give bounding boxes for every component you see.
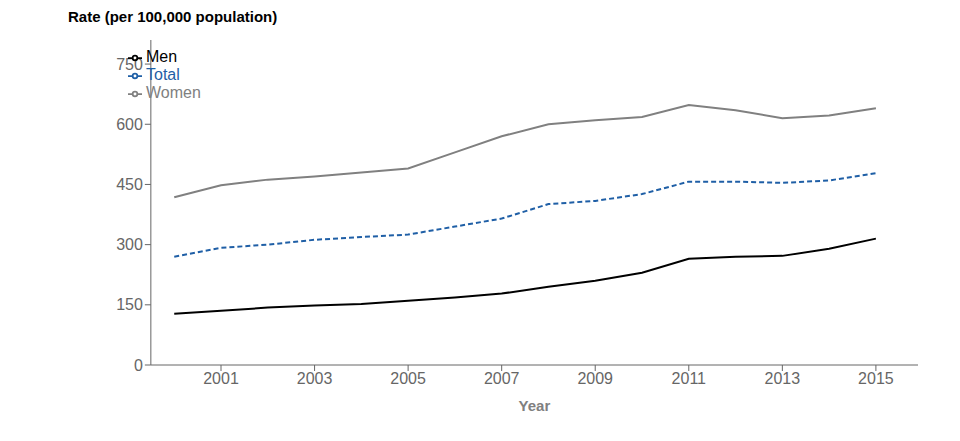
svg-text:2009: 2009 (577, 370, 613, 387)
svg-text:750: 750 (116, 56, 143, 73)
svg-text:0: 0 (134, 357, 143, 374)
svg-text:2015: 2015 (858, 370, 894, 387)
html-text:Men: Men (146, 48, 178, 65)
svg-text:2013: 2013 (765, 370, 801, 387)
svg-text:2003: 2003 (297, 370, 333, 387)
svg-text:150: 150 (116, 296, 143, 313)
svg-text:600: 600 (116, 116, 143, 133)
html-text:Women: Women (146, 84, 201, 101)
html-text:Total: Total (146, 66, 180, 83)
html-text:Rate (per 100,000 population): Rate (per 100,000 population) (68, 8, 278, 25)
svg-text:450: 450 (116, 176, 143, 193)
svg-text:2007: 2007 (484, 370, 520, 387)
svg-text:2011: 2011 (672, 370, 707, 387)
svg-text:2005: 2005 (390, 370, 426, 387)
svg-text:2001: 2001 (203, 370, 239, 387)
svg-text:Year: Year (519, 397, 551, 414)
svg-text:300: 300 (116, 236, 143, 253)
